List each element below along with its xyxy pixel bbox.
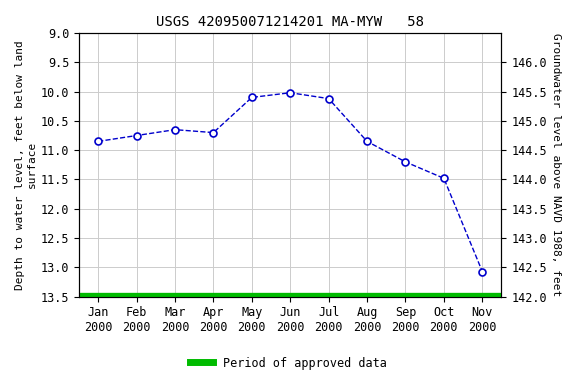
Y-axis label: Depth to water level, feet below land
surface: Depth to water level, feet below land su… (15, 40, 37, 290)
Y-axis label: Groundwater level above NAVD 1988, feet: Groundwater level above NAVD 1988, feet (551, 33, 561, 296)
Legend: Period of approved data: Period of approved data (185, 352, 391, 374)
Title: USGS 420950071214201 MA-MYW   58: USGS 420950071214201 MA-MYW 58 (156, 15, 425, 29)
